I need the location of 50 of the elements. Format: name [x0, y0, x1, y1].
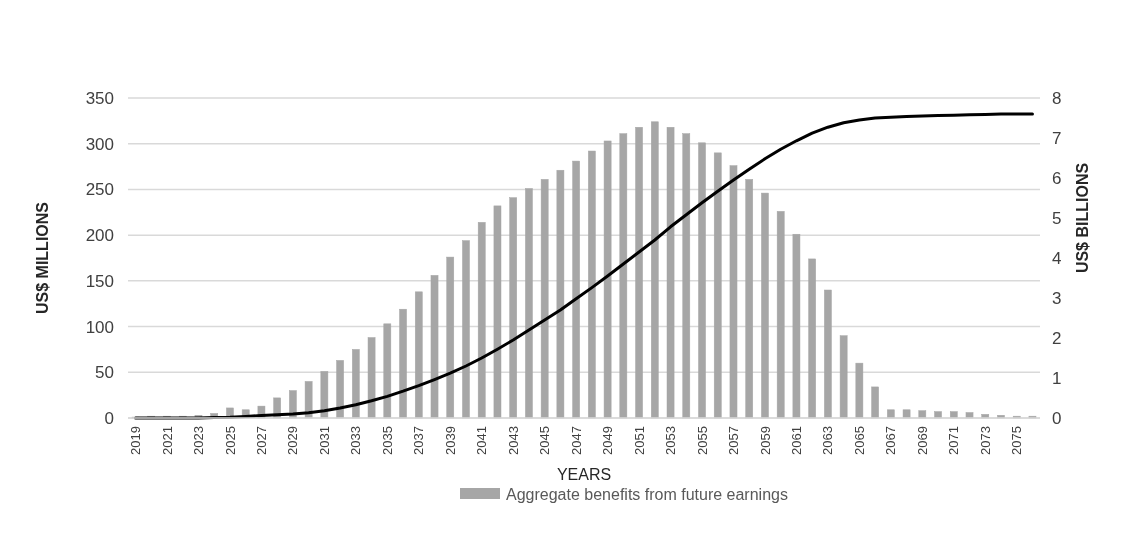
x-tick-label: 2035: [379, 426, 395, 455]
x-axis-title: YEARS: [556, 466, 612, 483]
x-tick-label: 2045: [537, 426, 553, 455]
y-tick-label: 0: [104, 408, 114, 428]
x-tick-label: 2033: [348, 426, 364, 455]
y2-tick-label: 1: [1052, 368, 1062, 388]
x-tick-label: 2065: [851, 426, 867, 455]
x-tick-label: 2043: [505, 426, 521, 455]
y2-axis-title: US$ BILLIONS: [1074, 162, 1091, 274]
x-tick-label: 2067: [883, 426, 899, 455]
x-tick-label: 2053: [663, 426, 679, 455]
y-tick-label: 150: [85, 271, 114, 291]
x-tick-label: 2031: [316, 426, 332, 455]
y-axis-title: US$ MILLIONS: [34, 201, 51, 315]
y-tick-label: 200: [85, 226, 114, 246]
y2-tick-label: 4: [1052, 248, 1062, 268]
x-tick-label: 2019: [128, 426, 144, 455]
x-tick-label: 2047: [568, 426, 584, 455]
y-tick-label: 100: [85, 317, 114, 337]
y2-tick-label: 5: [1052, 208, 1062, 228]
y2-tick-label: 0: [1052, 408, 1062, 428]
x-tick-label: 2055: [694, 426, 710, 455]
y2-tick-label: 6: [1052, 168, 1062, 188]
x-tick-label: 2073: [977, 426, 993, 455]
x-tick-label: 2069: [914, 426, 930, 455]
x-tick-label: 2027: [253, 426, 269, 455]
y-tick-label: 250: [85, 180, 114, 200]
y2-tick-label: 3: [1052, 288, 1062, 308]
y2-tick-label: 7: [1052, 128, 1062, 148]
y-tick-label: 300: [85, 134, 114, 154]
x-tick-label: 2057: [726, 426, 742, 455]
x-tick-label: 2029: [285, 426, 301, 455]
legend-label: Aggregate benefits from future earnings: [506, 485, 788, 503]
x-tick-label: 2059: [757, 426, 773, 455]
x-tick-label: 2039: [442, 426, 458, 455]
x-tick-label: 2071: [946, 426, 962, 455]
x-tick-label: 2051: [631, 426, 647, 455]
x-tick-label: 2041: [474, 426, 490, 455]
x-tick-label: 2049: [600, 426, 616, 455]
x-tick-label: 2025: [222, 426, 238, 455]
y-tick-label: 50: [95, 363, 114, 383]
x-tick-label: 2021: [159, 426, 175, 455]
x-tick-label: 2075: [1009, 426, 1025, 455]
x-tick-label: 2061: [788, 426, 804, 455]
x-tick-label: 2037: [411, 426, 427, 455]
y2-tick-label: 8: [1052, 88, 1062, 108]
x-tick-label: 2023: [191, 426, 207, 455]
x-tick-label: 2063: [820, 426, 836, 455]
y-tick-label: 350: [85, 88, 114, 108]
y2-tick-label: 2: [1052, 328, 1062, 348]
